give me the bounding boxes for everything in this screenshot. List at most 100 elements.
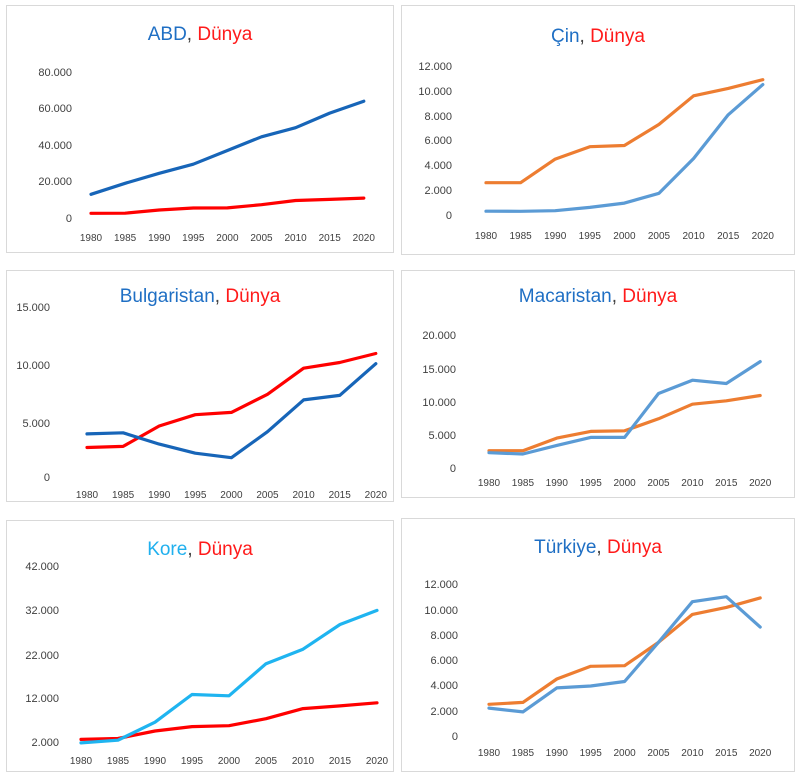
x-tick-label: 2020 [353,233,376,244]
title-country: Çin [551,26,580,47]
title-country: Türkiye [534,537,597,558]
line-chart: 0 5.000 10.000 15.000 1980 1985 1990 1995 2000 20… [16,302,388,501]
x-tick-label: 2000 [613,478,636,489]
chart-panel-bulgaristan: Bulgaristan, Dünya 0 5.000 10.000 15.000 1980… [6,270,394,502]
y-tick-label: 15.000 [422,364,456,376]
title-world: Dünya [622,286,678,307]
series-line-macaristan [487,359,762,456]
y-tick-label: 0 [452,731,458,743]
y-tick-label: 6.000 [424,135,452,147]
x-tick-label: 2010 [681,748,704,759]
y-tick-label: 2.000 [430,706,458,718]
line-chart: 2.000 12.000 22.000 32.000 42.000 1980 1985 199… [25,561,389,767]
chart-panel-turkiye: Türkiye, Dünya 0 2.000 4.000 6.000 8.000 10.00… [401,518,795,772]
series-line-bulgaristan [85,362,378,460]
x-tick-label: 2010 [292,756,315,767]
x-tick-label: 2000 [216,233,239,244]
x-tick-label: 1990 [148,233,171,244]
chart-panel-macaristan: Macaristan, Dünya 0 5.000 10.000 15.000 20.00… [401,270,795,498]
title-separator: , [611,286,623,307]
series-line-d-nya [89,196,366,215]
y-tick-label: 10.000 [16,360,50,372]
title-world: Dünya [197,24,253,45]
series-line-abd [89,99,366,196]
series-line-kore [79,608,379,745]
series-line-t-rkiye [487,595,762,714]
y-tick-label: 5.000 [22,418,50,430]
x-tick-label: 1985 [512,748,535,759]
y-tick-label: 12.000 [424,579,458,591]
y-tick-label: 10.000 [424,605,458,617]
x-tick-label: 1980 [475,231,498,242]
x-tick-label: 1995 [579,231,602,242]
title-country: Kore [147,539,188,560]
x-tick-label: 1990 [546,748,569,759]
series-line-d-nya [487,393,762,453]
x-tick-label: 2005 [647,748,670,759]
chart-title: ABD, Dünya [7,24,393,46]
x-tick-label: 1995 [181,756,204,767]
y-tick-label: 8.000 [430,630,458,642]
chart-title: Bulgaristan, Dünya [7,286,393,308]
x-tick-label: 2015 [717,231,740,242]
x-tick-label: 1990 [148,490,171,501]
x-tick-label: 1995 [580,478,603,489]
y-tick-label: 12.000 [418,61,452,73]
series-line-d-nya [487,596,762,706]
x-tick-label: 1985 [509,231,532,242]
y-tick-label: 2.000 [31,737,59,749]
series-line-d-nya [484,78,765,185]
title-world: Dünya [197,539,253,560]
x-tick-label: 2005 [647,478,670,489]
y-tick-label: 0 [450,463,456,475]
x-tick-label: 2020 [749,478,772,489]
chart-panel-cin: Çin, Dünya 0 2.000 4.000 6.000 8.000 10.000 12.… [401,5,795,255]
x-tick-label: 2000 [220,490,243,501]
x-tick-label: 1995 [182,233,205,244]
title-country: Bulgaristan [119,286,215,307]
chart-title: Çin, Dünya [402,26,794,48]
x-tick-label: 2020 [366,756,389,767]
title-world: Dünya [590,26,645,47]
x-tick-label: 1990 [544,231,567,242]
x-tick-label: 2010 [681,478,704,489]
x-tick-label: 2005 [648,231,671,242]
x-tick-label: 1980 [76,490,99,501]
series-line-d-nya [79,701,379,741]
x-tick-label: 2010 [292,490,315,501]
x-tick-label: 1980 [70,756,93,767]
line-chart: 0 2.000 4.000 6.000 8.000 10.000 12.000 1980 198… [424,579,772,759]
x-tick-label: 2010 [284,233,307,244]
x-tick-label: 2010 [682,231,705,242]
y-tick-label: 12.000 [25,693,59,705]
x-tick-label: 1980 [478,748,501,759]
x-tick-label: 2015 [715,478,738,489]
x-tick-label: 2000 [218,756,241,767]
x-tick-label: 2015 [319,233,342,244]
x-tick-label: 1985 [107,756,130,767]
x-tick-label: 1980 [80,233,103,244]
title-separator: , [186,24,198,45]
title-country: ABD [147,24,187,45]
y-tick-label: 10.000 [422,397,456,409]
y-tick-label: 0 [446,210,452,222]
x-tick-label: 2005 [250,233,273,244]
x-tick-label: 2020 [365,490,388,501]
x-tick-label: 2020 [749,748,772,759]
x-tick-label: 1980 [478,478,501,489]
x-tick-label: 2005 [255,756,278,767]
title-separator: , [596,537,607,558]
chart-panel-abd: ABD, Dünya 0 20.000 40.000 60.000 80.000 1980 1… [6,5,394,253]
y-tick-label: 5.000 [428,430,456,442]
y-tick-label: 80.000 [38,67,72,79]
y-tick-label: 6.000 [430,655,458,667]
y-tick-label: 4.000 [430,680,458,692]
y-tick-label: 10.000 [418,86,452,98]
y-tick-label: 0 [66,213,72,225]
series-line--in [484,82,765,213]
series-line-d-nya [85,351,378,450]
y-tick-label: 40.000 [38,140,72,152]
y-tick-label: 8.000 [424,111,452,123]
chart-title: Türkiye, Dünya [402,537,794,559]
title-country: Macaristan [518,286,612,307]
